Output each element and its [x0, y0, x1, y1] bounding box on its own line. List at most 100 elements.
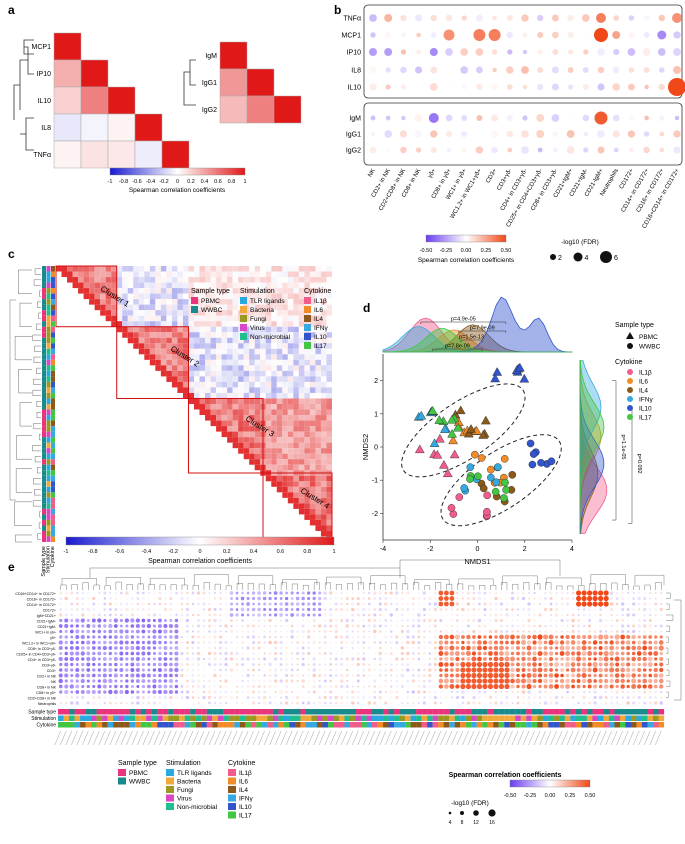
dot [390, 597, 393, 600]
annotation-cell [361, 715, 367, 721]
dot [439, 630, 443, 633]
dot [592, 661, 598, 668]
dot [119, 679, 123, 683]
dot [568, 115, 574, 121]
matrix-cell [127, 266, 134, 272]
legend-item: IL10 [639, 406, 652, 413]
legend-swatch [228, 803, 236, 810]
matrix-cell [260, 376, 266, 382]
dot [460, 48, 469, 56]
dot [186, 597, 189, 600]
dot [130, 690, 135, 694]
dot [506, 66, 514, 74]
annotation-cell [140, 715, 147, 721]
matrix-cell [216, 354, 222, 360]
dot [476, 667, 483, 673]
column-tick [379, 730, 386, 746]
dot [125, 651, 129, 656]
matrix-cell [188, 348, 194, 355]
cluster-outline [187, 397, 264, 474]
annotation-cell [173, 722, 180, 728]
dot [615, 701, 619, 705]
matrix-cell [166, 271, 172, 278]
legend-swatch [304, 315, 311, 322]
dot [241, 636, 244, 638]
dot [434, 657, 437, 661]
dot [390, 685, 393, 688]
dot [461, 696, 465, 699]
dot [274, 613, 278, 617]
dot [351, 679, 354, 683]
dot [345, 596, 349, 601]
dot [252, 662, 256, 667]
dot [565, 634, 570, 640]
dot [114, 602, 118, 606]
annotation-cell [471, 722, 477, 728]
dot [197, 635, 200, 639]
column-tick [451, 730, 458, 746]
matrix-cell [271, 459, 277, 465]
dot [196, 607, 201, 612]
row-label: Neutrophils [38, 702, 56, 706]
matrix-cell [134, 140, 163, 169]
dot [631, 634, 636, 640]
dot [196, 624, 201, 628]
annotation-cell [42, 381, 46, 388]
dot [279, 602, 283, 606]
matrix-cell [293, 497, 299, 504]
dot [126, 696, 128, 699]
matrix-cell [315, 337, 321, 344]
dot [180, 630, 184, 633]
matrix-cell [298, 426, 305, 432]
matrix-cell [271, 354, 277, 360]
dot [604, 613, 608, 617]
dot [430, 14, 437, 22]
matrix-cell [315, 299, 321, 305]
dot [559, 684, 565, 689]
matrix-cell [309, 415, 316, 421]
dot [456, 702, 459, 704]
matrix-cell [309, 266, 316, 272]
dot [65, 608, 68, 611]
dot [549, 646, 553, 650]
dot [312, 602, 316, 606]
dot [284, 602, 289, 606]
dot [108, 635, 113, 639]
matrix-cell [271, 332, 277, 338]
matrix-cell [232, 293, 239, 300]
dot [389, 651, 393, 656]
dot [69, 656, 74, 662]
dendrogram-branch [655, 582, 662, 590]
matrix-cell [188, 337, 194, 344]
dot [152, 701, 157, 705]
dot [368, 597, 371, 600]
dot [582, 67, 589, 73]
wwbc-point [455, 493, 464, 501]
dot [81, 602, 85, 606]
dot [439, 624, 442, 628]
matrix-cell [287, 282, 294, 289]
dot [64, 689, 69, 695]
matrix-cell [276, 442, 283, 449]
matrix-cell [199, 326, 206, 333]
column-tick [341, 730, 348, 746]
annotation-cell [245, 709, 251, 715]
matrix-cell [243, 293, 250, 300]
annotation-cell [129, 709, 136, 715]
matrix-cell [138, 315, 145, 322]
dot [356, 696, 360, 699]
annotation-cell [179, 709, 185, 715]
dot [487, 672, 494, 679]
dot [369, 66, 377, 74]
dot [323, 695, 327, 700]
matrix-cell [276, 459, 283, 465]
dot [235, 608, 239, 611]
matrix-cell [293, 420, 299, 427]
matrix-cell [276, 392, 283, 399]
dot [482, 683, 488, 690]
matrix-cell [254, 387, 261, 393]
dot [148, 597, 150, 600]
dot [571, 684, 575, 689]
dot [351, 652, 355, 655]
legend-title: Sample type [118, 760, 157, 767]
